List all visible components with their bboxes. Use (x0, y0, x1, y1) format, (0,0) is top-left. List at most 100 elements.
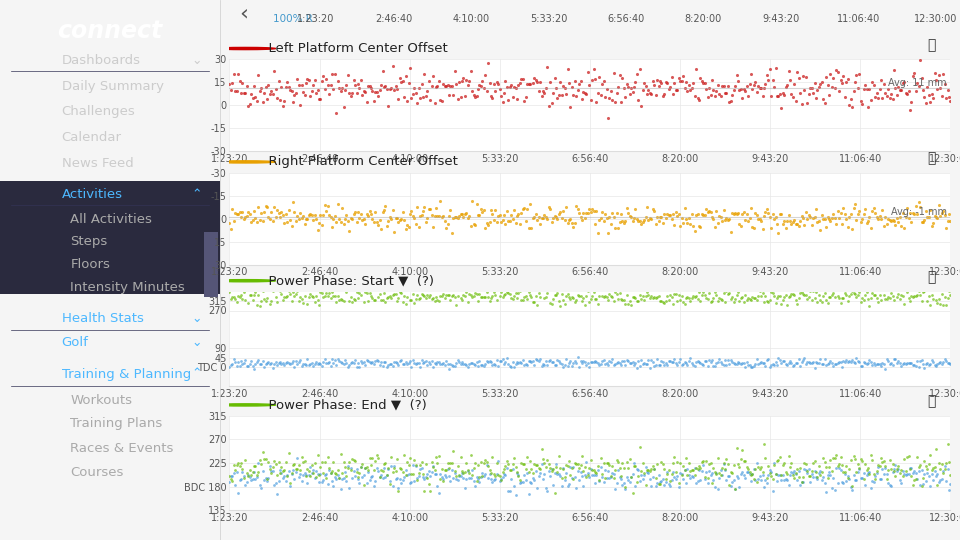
Point (905, 468, 921, 477)
Point (527, 74, 542, 83)
Point (417, 357, 432, 366)
Point (531, 213, 546, 221)
Point (940, 359, 955, 367)
Point (413, 465, 428, 474)
Point (430, 459, 445, 468)
Point (614, 295, 630, 304)
Point (378, 298, 394, 306)
Point (531, 471, 546, 480)
Point (797, 458, 812, 467)
Point (554, 482, 569, 490)
Point (892, 85, 907, 94)
Point (917, 215, 932, 224)
Point (826, 454, 841, 462)
Point (359, 288, 374, 297)
Point (830, 68, 846, 77)
Point (760, 298, 776, 307)
Point (570, 205, 586, 214)
Point (548, 462, 564, 471)
Point (722, 214, 737, 223)
Point (310, 226, 325, 234)
Point (723, 228, 738, 237)
Point (625, 489, 640, 498)
Point (473, 293, 489, 301)
Point (785, 470, 801, 479)
Point (705, 75, 720, 84)
Point (337, 462, 352, 471)
Text: Avg: 11 mm: Avg: 11 mm (888, 78, 947, 89)
Point (697, 211, 712, 220)
Point (710, 219, 726, 227)
Point (846, 289, 861, 298)
Point (528, 461, 543, 469)
Point (528, 292, 543, 300)
Point (314, 458, 329, 467)
Point (626, 458, 641, 467)
Point (725, 91, 740, 99)
Point (417, 474, 432, 483)
Point (617, 484, 633, 493)
Point (454, 77, 469, 85)
Point (648, 361, 663, 369)
Point (376, 288, 392, 297)
Point (285, 287, 300, 296)
Point (845, 481, 860, 490)
Point (605, 96, 620, 104)
Point (530, 483, 545, 492)
Point (308, 467, 324, 476)
Point (651, 217, 666, 226)
Point (402, 479, 418, 488)
Point (414, 80, 429, 89)
Point (331, 214, 347, 223)
Point (763, 472, 779, 481)
Point (935, 469, 950, 478)
Point (825, 467, 840, 476)
Point (385, 62, 400, 70)
Point (792, 217, 807, 226)
Point (282, 360, 298, 369)
Point (600, 295, 615, 304)
Point (609, 290, 624, 299)
Point (862, 468, 877, 476)
Point (798, 291, 813, 300)
Point (914, 218, 929, 226)
Point (645, 76, 660, 85)
Point (488, 291, 503, 299)
Point (888, 221, 903, 230)
Point (499, 456, 515, 465)
Point (548, 460, 564, 469)
Point (357, 219, 372, 228)
Point (705, 356, 720, 364)
Point (868, 360, 883, 369)
Point (320, 201, 335, 210)
Point (337, 215, 352, 224)
Point (511, 472, 526, 481)
Point (508, 491, 523, 500)
Point (348, 81, 363, 90)
Point (351, 469, 367, 477)
Point (763, 468, 779, 476)
Point (262, 214, 277, 223)
Point (792, 289, 807, 298)
Point (422, 205, 438, 213)
Point (516, 293, 532, 302)
Point (508, 289, 523, 298)
Point (903, 291, 919, 300)
Point (769, 293, 784, 302)
Point (609, 358, 624, 367)
Point (602, 356, 617, 365)
Point (551, 297, 566, 306)
Point (497, 289, 513, 298)
Point (337, 285, 352, 293)
Point (642, 89, 658, 97)
Point (577, 358, 592, 367)
Point (228, 465, 243, 474)
Point (424, 294, 440, 303)
Point (439, 466, 454, 475)
Point (700, 362, 715, 370)
Point (766, 214, 781, 223)
Point (891, 464, 906, 473)
Point (626, 361, 641, 369)
Point (898, 89, 913, 98)
Point (541, 202, 557, 211)
